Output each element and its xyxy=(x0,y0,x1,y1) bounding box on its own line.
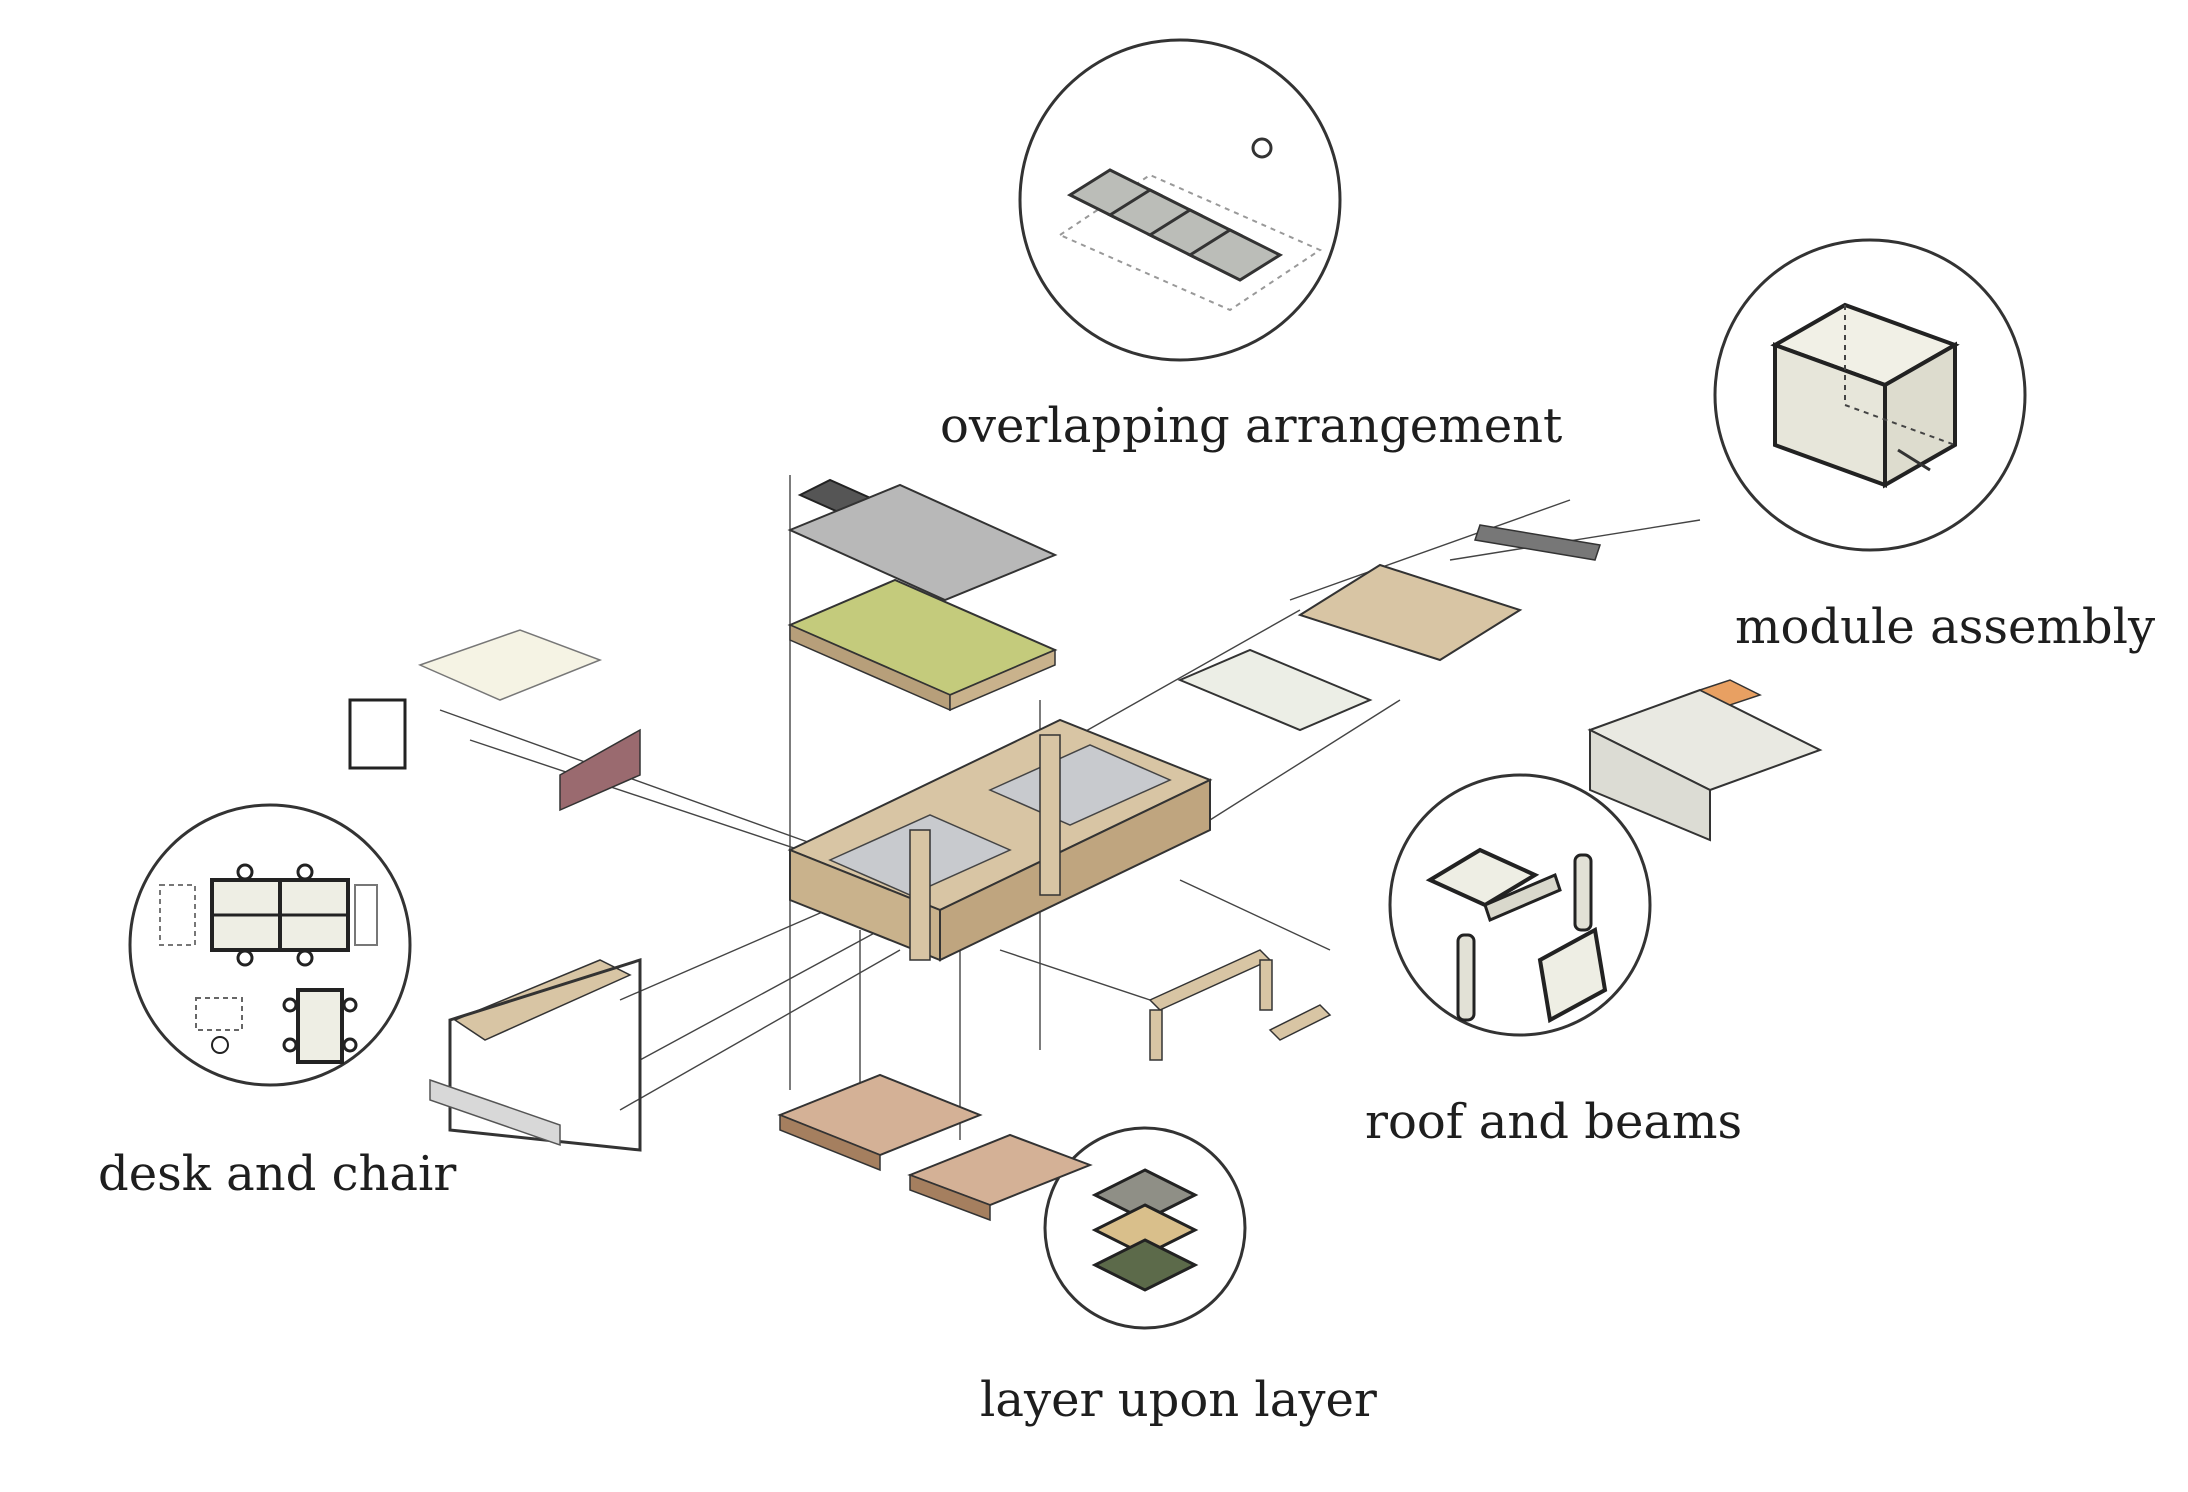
explosion-guide-lines xyxy=(439,475,1701,1140)
desk-and-chair-icon xyxy=(128,803,412,1087)
module-assembly-icon xyxy=(1713,238,2027,552)
roof-layer-stack xyxy=(787,478,1058,712)
caption-overlapping-arrangement: overlapping arrangement xyxy=(940,398,1563,454)
central-module xyxy=(787,718,1213,962)
overlapping-arrangement-icon xyxy=(1018,38,1342,362)
layer-upon-layer-icon xyxy=(1043,1126,1247,1330)
left-wall-components xyxy=(348,629,642,1152)
caption-layer-upon-layer: layer upon layer xyxy=(980,1372,1377,1428)
right-wall-and-roof-components xyxy=(1177,524,1823,842)
lower-frame-components xyxy=(1148,949,1332,1061)
caption-desk-and-chair: desk and chair xyxy=(98,1146,457,1202)
caption-roof-and-beams: roof and beams xyxy=(1365,1094,1743,1150)
caption-module-assembly: module assembly xyxy=(1735,599,2156,655)
floor-plates xyxy=(777,1073,1093,1222)
roof-and-beams-icon xyxy=(1388,773,1652,1037)
